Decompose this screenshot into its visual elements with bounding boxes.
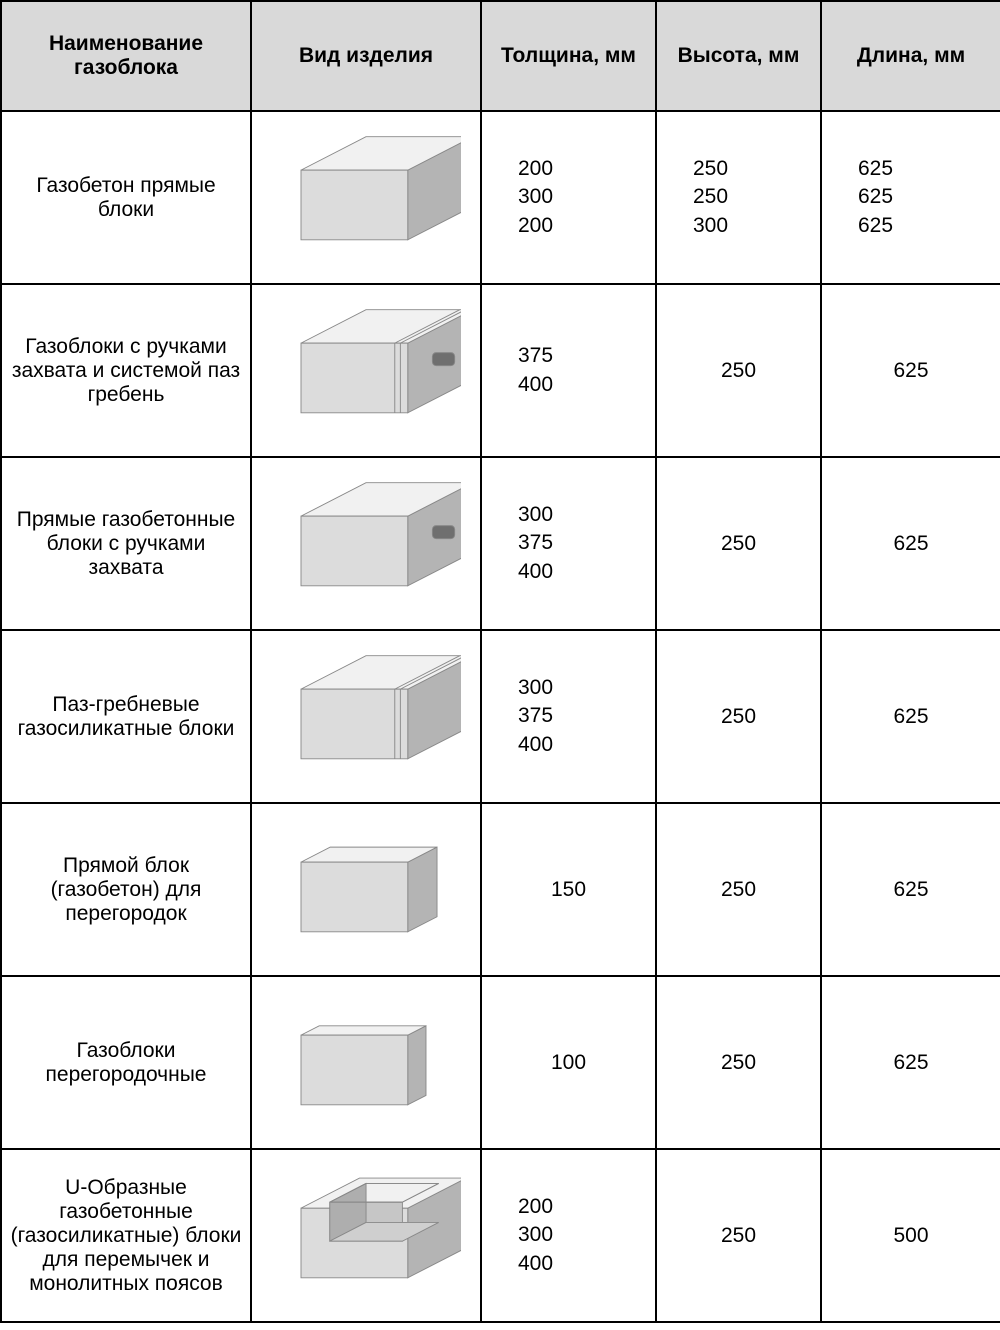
table-row: Прямой блок (газобетон) для перегородок 1… — [1, 803, 1000, 976]
value-height: 250 — [656, 457, 821, 630]
table-row: Газоблоки с ручками захвата и системой п… — [1, 284, 1000, 457]
value-thickness: 300375400 — [481, 630, 656, 803]
value-height: 250250300 — [656, 111, 821, 284]
table-row: Газоблоки перегородочные 100250625 — [1, 976, 1000, 1149]
value-length: 625 — [821, 803, 1000, 976]
value-height: 250 — [656, 284, 821, 457]
table-row: Паз-гребневые газосиликатные блоки 300375… — [1, 630, 1000, 803]
col-header-image: Вид изделия — [251, 1, 481, 111]
table-row: Прямые газобетонные блоки с ручками захв… — [1, 457, 1000, 630]
block-image — [251, 630, 481, 803]
block-name: U-Образные газобетонные (газосиликатные)… — [1, 1149, 251, 1322]
block-image — [251, 1149, 481, 1322]
col-header-length: Длина, мм — [821, 1, 1000, 111]
value-length: 625 — [821, 457, 1000, 630]
block-name: Газоблоки с ручками захвата и системой п… — [1, 284, 251, 457]
table-header-row: Наименование газоблока Вид изделия Толщи… — [1, 1, 1000, 111]
value-height: 250 — [656, 630, 821, 803]
value-height: 250 — [656, 976, 821, 1149]
value-length: 625 — [821, 630, 1000, 803]
block-image — [251, 111, 481, 284]
value-thickness: 300375400 — [481, 457, 656, 630]
table-row: Газобетон прямые блоки 200300200250250300… — [1, 111, 1000, 284]
block-name: Газоблоки перегородочные — [1, 976, 251, 1149]
value-thickness: 200300400 — [481, 1149, 656, 1322]
value-thickness: 150 — [481, 803, 656, 976]
value-thickness: 100 — [481, 976, 656, 1149]
gasblock-table: Наименование газоблока Вид изделия Толщи… — [0, 0, 1000, 1323]
block-image — [251, 803, 481, 976]
value-length: 625 — [821, 284, 1000, 457]
value-height: 250 — [656, 1149, 821, 1322]
block-name: Прямые газобетонные блоки с ручками захв… — [1, 457, 251, 630]
block-image — [251, 976, 481, 1149]
value-length: 625 — [821, 976, 1000, 1149]
block-image — [251, 457, 481, 630]
block-image — [251, 284, 481, 457]
table-body: Газобетон прямые блоки200300200250250300… — [1, 111, 1000, 1322]
col-header-name: Наименование газоблока — [1, 1, 251, 111]
value-height: 250 — [656, 803, 821, 976]
col-header-height: Высота, мм — [656, 1, 821, 111]
block-name: Паз-гребневые газосиликатные блоки — [1, 630, 251, 803]
value-length: 500 — [821, 1149, 1000, 1322]
table-row: U-Образные газобетонные (газосиликатные)… — [1, 1149, 1000, 1322]
col-header-thick: Толщина, мм — [481, 1, 656, 111]
value-thickness: 375400 — [481, 284, 656, 457]
block-name: Газобетон прямые блоки — [1, 111, 251, 284]
value-thickness: 200300200 — [481, 111, 656, 284]
block-name: Прямой блок (газобетон) для перегородок — [1, 803, 251, 976]
value-length: 625625625 — [821, 111, 1000, 284]
